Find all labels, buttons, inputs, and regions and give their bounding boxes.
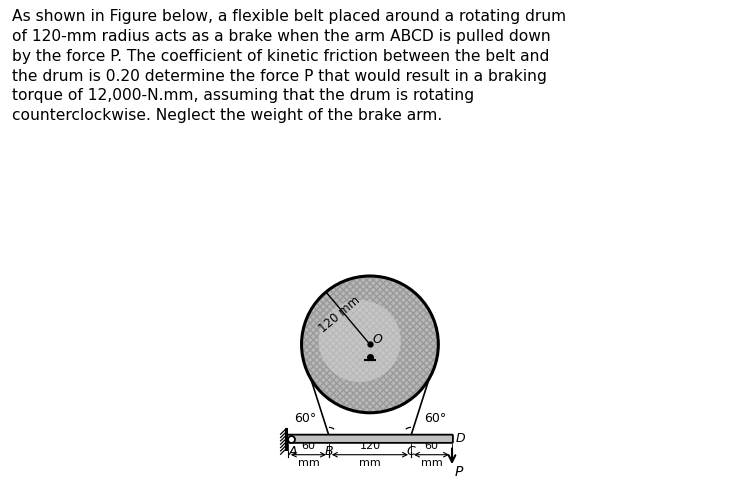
Text: A: A (289, 445, 297, 458)
Text: B: B (324, 445, 333, 458)
Text: 60: 60 (425, 441, 438, 451)
Text: P: P (455, 465, 463, 479)
Text: C: C (407, 445, 416, 458)
Text: mm: mm (297, 458, 319, 468)
Text: O: O (373, 332, 383, 346)
Text: As shown in Figure below, a flexible belt placed around a rotating drum
of 120-m: As shown in Figure below, a flexible bel… (11, 9, 565, 123)
Text: 60°: 60° (294, 412, 316, 425)
Text: mm: mm (421, 458, 443, 468)
Text: 120 mm: 120 mm (317, 294, 363, 335)
Text: mm: mm (359, 458, 380, 468)
Text: D: D (455, 432, 465, 445)
Text: 60: 60 (301, 441, 315, 451)
Circle shape (318, 300, 401, 382)
Text: 60°: 60° (424, 412, 446, 425)
Circle shape (302, 276, 438, 413)
FancyBboxPatch shape (287, 435, 453, 443)
Text: 120: 120 (360, 441, 380, 451)
